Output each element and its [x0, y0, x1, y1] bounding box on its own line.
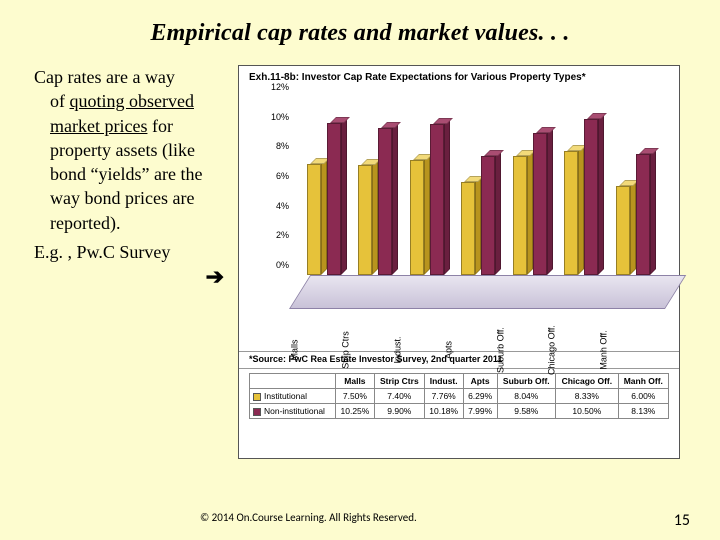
chart-panel: Exh.11-8b: Investor Cap Rate Expectation…: [238, 65, 680, 459]
copyright-text: © 2014 On.Course Learning. All Rights Re…: [200, 511, 417, 530]
table-header-cell: Indust.: [424, 374, 463, 389]
y-tick-label: 0%: [276, 260, 289, 270]
page-number: 15: [674, 511, 690, 530]
content-row: Cap rates are a way of quoting observed …: [28, 65, 692, 459]
table-cell: 10.50%: [556, 404, 619, 419]
table-header-empty: [250, 374, 336, 389]
bar-group: [556, 97, 607, 275]
bar-group: [505, 97, 556, 275]
arrow-icon: ➔: [34, 264, 228, 290]
series-name: Institutional: [264, 391, 307, 401]
table-header-cell: Manh Off.: [618, 374, 668, 389]
category-labels: MallsStrip CtrsIndust.AptsSuburb Off.Chi…: [299, 281, 659, 351]
bar: [307, 164, 321, 275]
table-header-cell: Malls: [335, 374, 374, 389]
series-label-cell: Non-institutional: [250, 404, 336, 419]
bar-group: [350, 97, 401, 275]
bar: [410, 160, 424, 275]
table-row: Non-institutional 10.25%9.90%10.18%7.99%9…: [250, 404, 669, 419]
bar: [584, 119, 598, 275]
table-cell: 7.99%: [463, 404, 497, 419]
chart-title: Exh.11-8b: Investor Cap Rate Expectation…: [239, 66, 679, 85]
bar: [636, 154, 650, 275]
slide-title: Empirical cap rates and market values. .…: [28, 20, 692, 47]
table-header-cell: Suburb Off.: [497, 374, 556, 389]
bar: [533, 133, 547, 275]
table-cell: 9.58%: [497, 404, 556, 419]
series-label-cell: Institutional: [250, 389, 336, 404]
table-header-row: MallsStrip CtrsIndust.AptsSuburb Off.Chi…: [250, 374, 669, 389]
table-cell: 8.33%: [556, 389, 619, 404]
body-paragraph: Cap rates are a way of quoting observed …: [34, 65, 228, 235]
table-cell: 6.00%: [618, 389, 668, 404]
table-cell: 8.13%: [618, 404, 668, 419]
body-text-block: Cap rates are a way of quoting observed …: [28, 65, 228, 459]
y-tick-label: 10%: [271, 112, 289, 122]
bar: [358, 165, 372, 275]
bar: [461, 182, 475, 275]
bar-group: [608, 97, 659, 275]
table-cell: 8.04%: [497, 389, 556, 404]
y-tick-label: 6%: [276, 171, 289, 181]
chart-stage: 12%10%8%6%4%2%0% MallsStrip CtrsIndust.A…: [249, 89, 669, 351]
bar: [430, 124, 444, 275]
table-cell: 9.90%: [374, 404, 424, 419]
legend-swatch-icon: [253, 393, 261, 401]
y-tick-label: 2%: [276, 230, 289, 240]
bar: [564, 151, 578, 275]
table-cell: 6.29%: [463, 389, 497, 404]
table-cell: 7.76%: [424, 389, 463, 404]
bar: [616, 186, 630, 275]
series-name: Non-institutional: [264, 406, 325, 416]
bar: [481, 156, 495, 275]
bar: [378, 128, 392, 275]
table-cell: 10.25%: [335, 404, 374, 419]
y-tick-label: 4%: [276, 201, 289, 211]
slide: Empirical cap rates and market values. .…: [0, 0, 720, 540]
footer: © 2014 On.Course Learning. All Rights Re…: [0, 511, 720, 530]
body-indented: of quoting observed market prices for pr…: [34, 89, 228, 235]
bars-container: [299, 97, 659, 275]
table-row: Institutional 7.50%7.40%7.76%6.29%8.04%8.…: [250, 389, 669, 404]
bar: [513, 156, 527, 275]
table-header-cell: Apts: [463, 374, 497, 389]
table-header-cell: Strip Ctrs: [374, 374, 424, 389]
table-cell: 7.40%: [374, 389, 424, 404]
body-eg: E.g. , Pw.C Survey: [34, 241, 228, 264]
category-label: Manh Off.: [598, 324, 668, 375]
body-mid1: of: [50, 91, 70, 111]
table-cell: 10.18%: [424, 404, 463, 419]
y-tick-label: 8%: [276, 141, 289, 151]
bar-group: [402, 97, 453, 275]
bar: [327, 123, 341, 275]
legend-swatch-icon: [253, 408, 261, 416]
table-body: Institutional7.50%7.40%7.76%6.29%8.04%8.…: [250, 389, 669, 419]
y-tick-label: 12%: [271, 82, 289, 92]
body-prefix: Cap rates are a way: [34, 67, 175, 87]
data-table: MallsStrip CtrsIndust.AptsSuburb Off.Chi…: [249, 373, 669, 419]
y-axis: 12%10%8%6%4%2%0%: [249, 97, 289, 275]
table-header-cell: Chicago Off.: [556, 374, 619, 389]
bar-group: [453, 97, 504, 275]
table-cell: 7.50%: [335, 389, 374, 404]
bar-group: [299, 97, 350, 275]
